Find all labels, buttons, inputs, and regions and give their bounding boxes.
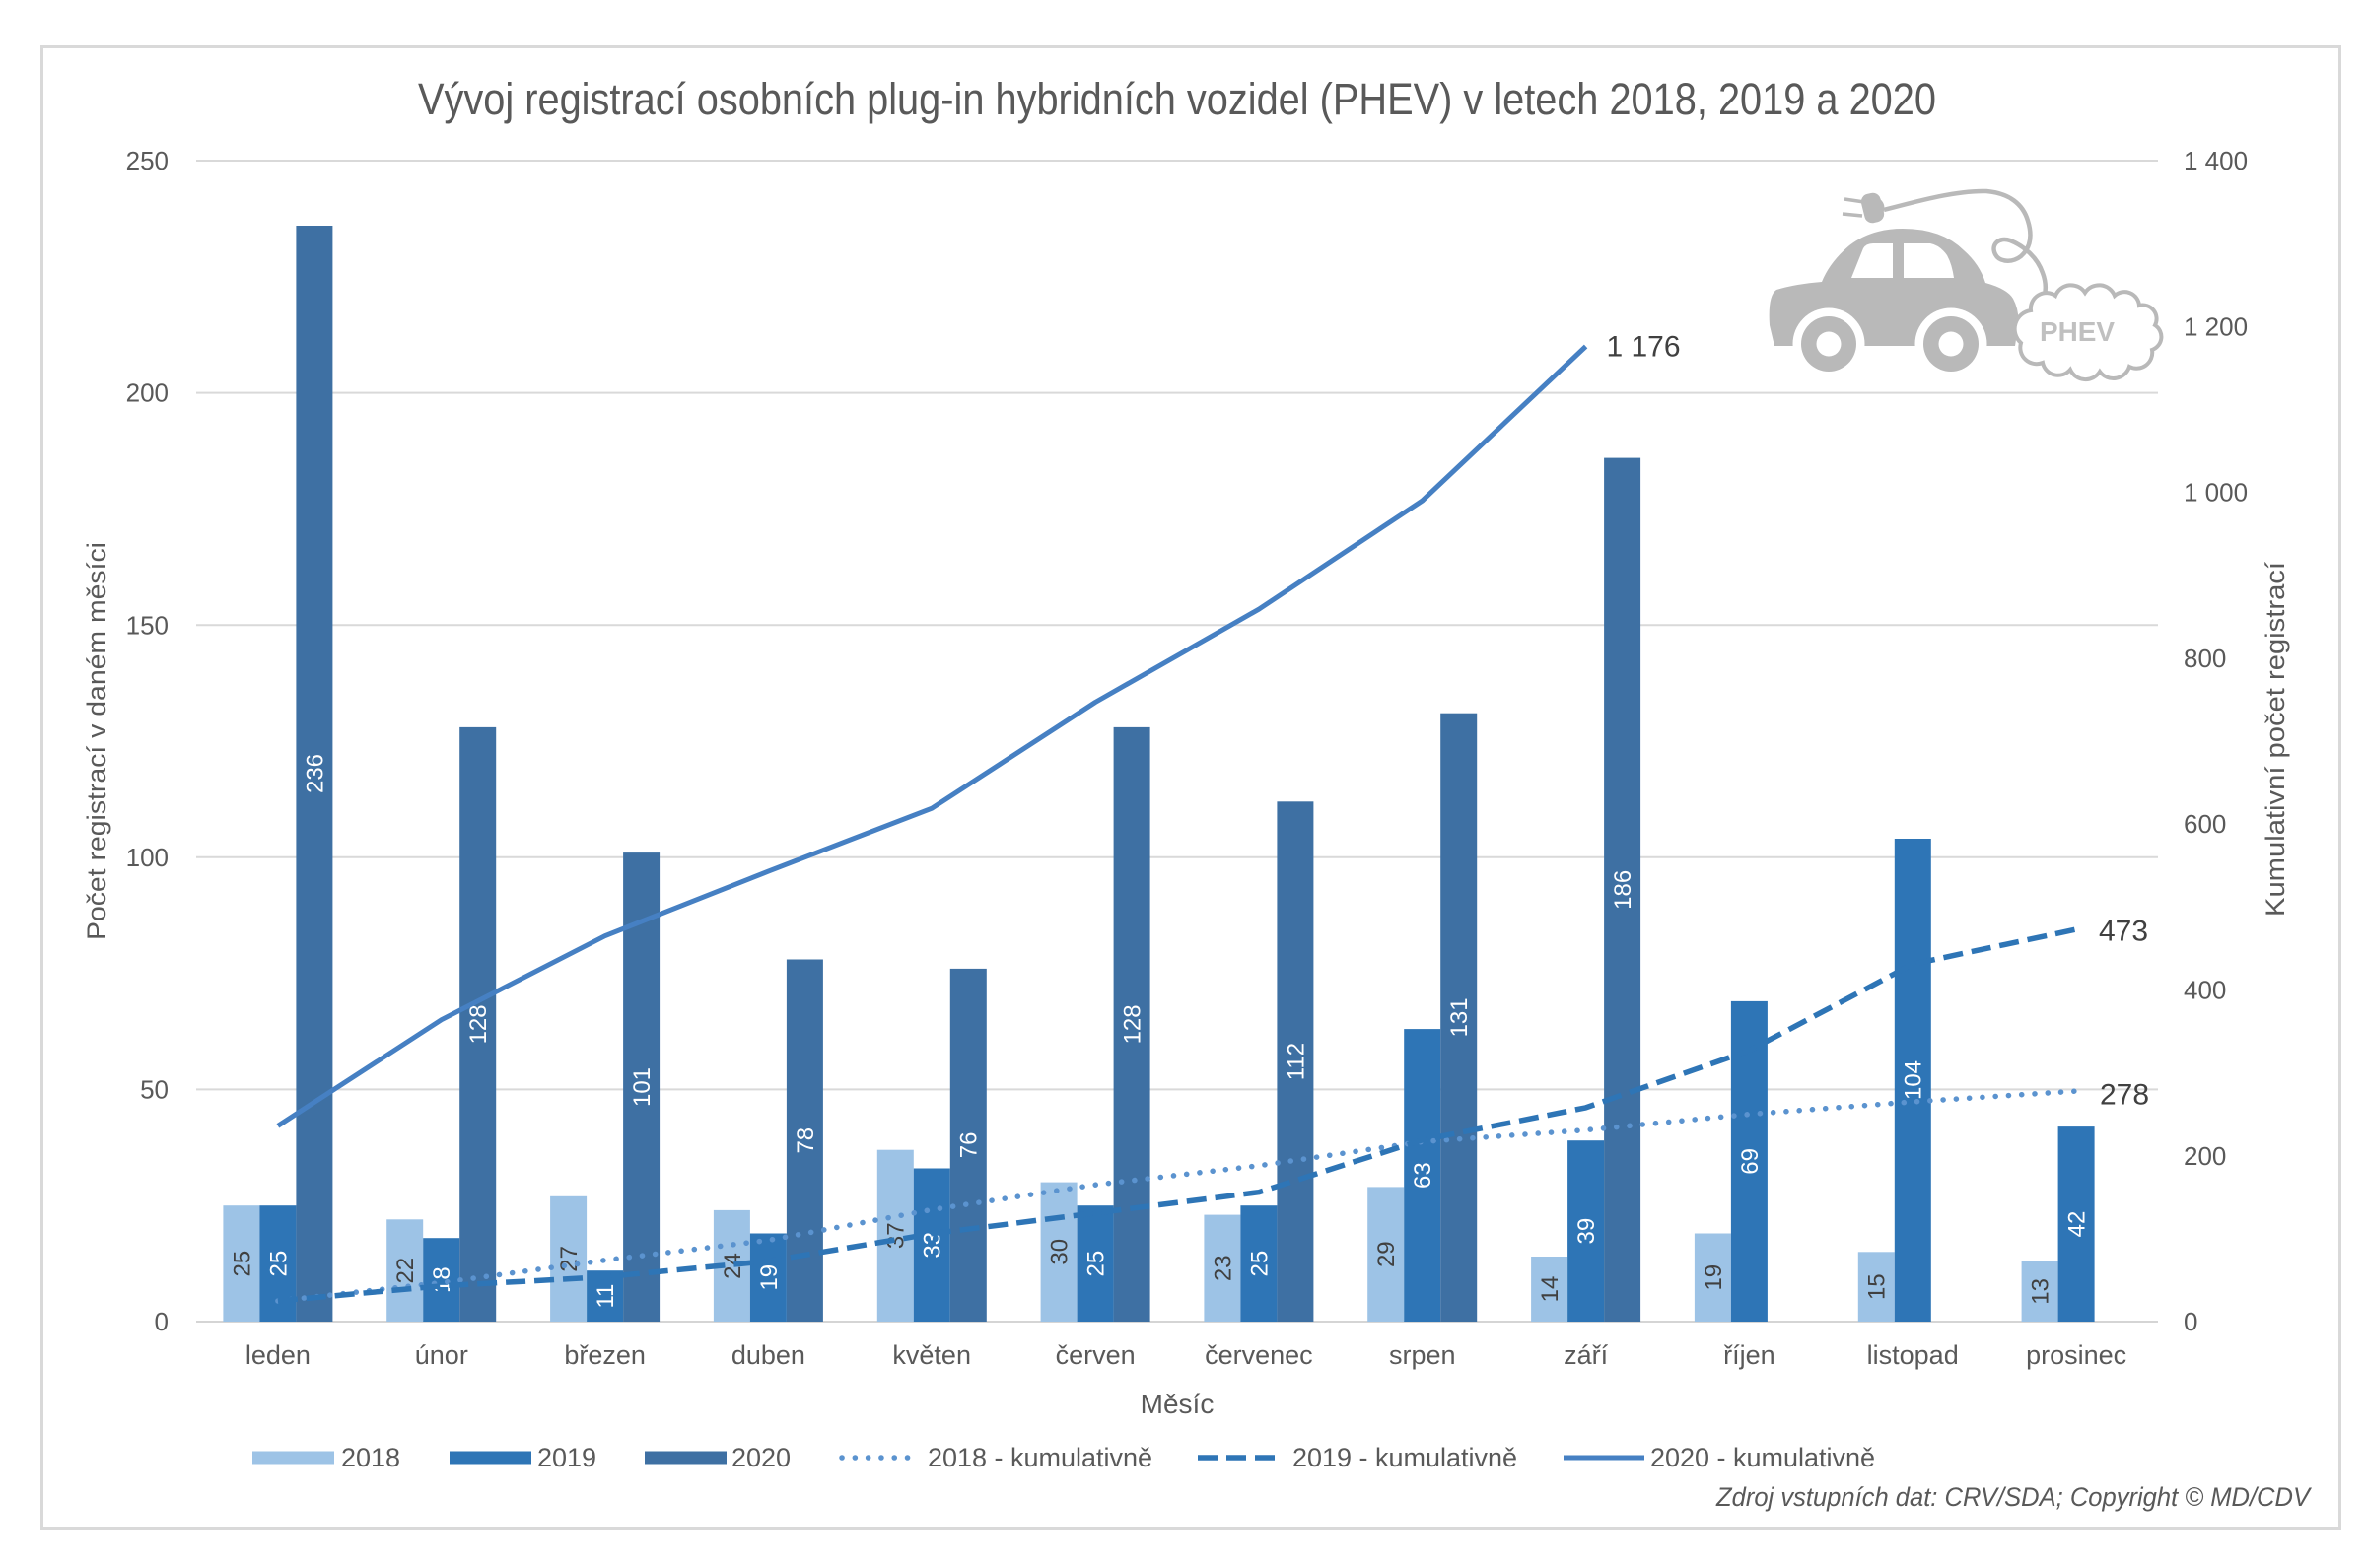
svg-text:128: 128	[465, 1004, 492, 1044]
svg-text:150: 150	[126, 610, 169, 640]
svg-text:listopad: listopad	[1867, 1340, 1959, 1370]
svg-text:23: 23	[1210, 1255, 1236, 1281]
svg-text:473: 473	[2099, 916, 2148, 948]
svg-text:leden: leden	[245, 1340, 311, 1370]
svg-text:říjen: říjen	[1723, 1340, 1775, 1370]
svg-text:400: 400	[2184, 976, 2226, 1005]
svg-text:Vývoj registrací osobních plug: Vývoj registrací osobních plug-in hybrid…	[418, 74, 1936, 124]
svg-text:0: 0	[155, 1307, 169, 1336]
svg-text:PHEV: PHEV	[2040, 316, 2115, 347]
svg-text:800: 800	[2184, 644, 2226, 673]
svg-text:600: 600	[2184, 809, 2226, 839]
svg-text:200: 200	[126, 378, 169, 408]
svg-text:březen: březen	[564, 1340, 646, 1370]
svg-text:22: 22	[392, 1258, 419, 1284]
svg-text:69: 69	[1737, 1148, 1764, 1175]
svg-text:červenec: červenec	[1205, 1340, 1313, 1370]
svg-text:186: 186	[1610, 870, 1636, 910]
svg-text:červen: červen	[1056, 1340, 1136, 1370]
svg-text:15: 15	[1864, 1273, 1891, 1300]
svg-text:39: 39	[1573, 1218, 1600, 1245]
svg-text:104: 104	[1901, 1060, 1927, 1100]
svg-text:1 400: 1 400	[2184, 146, 2248, 175]
svg-text:236: 236	[302, 754, 328, 793]
svg-text:2020 - kumulativně: 2020 - kumulativně	[1650, 1443, 1875, 1472]
svg-text:1 176: 1 176	[1606, 331, 1680, 364]
svg-text:100: 100	[126, 843, 169, 872]
svg-text:Měsíc: Měsíc	[1141, 1389, 1215, 1419]
svg-text:Kumulativní počet registrací: Kumulativní počet registrací	[2261, 561, 2290, 917]
svg-text:25: 25	[1083, 1251, 1110, 1277]
svg-text:1 000: 1 000	[2184, 478, 2248, 508]
svg-text:200: 200	[2184, 1141, 2226, 1171]
svg-text:25: 25	[229, 1251, 255, 1277]
svg-text:131: 131	[1446, 997, 1473, 1037]
svg-text:63: 63	[1410, 1162, 1436, 1189]
svg-text:278: 278	[2100, 1079, 2149, 1112]
svg-text:září: září	[1564, 1340, 1609, 1370]
svg-text:25: 25	[265, 1251, 292, 1277]
svg-text:19: 19	[1701, 1264, 1727, 1291]
svg-text:25: 25	[1246, 1251, 1273, 1277]
svg-text:250: 250	[126, 146, 169, 175]
svg-text:2019 - kumulativně: 2019 - kumulativně	[1292, 1443, 1517, 1472]
svg-text:únor: únor	[415, 1340, 468, 1370]
svg-text:30: 30	[1047, 1239, 1074, 1265]
svg-text:srpen: srpen	[1389, 1340, 1456, 1370]
svg-text:29: 29	[1373, 1241, 1400, 1267]
svg-text:14: 14	[1537, 1276, 1564, 1303]
svg-text:2019: 2019	[537, 1443, 596, 1472]
svg-text:42: 42	[2064, 1211, 2091, 1238]
svg-text:11: 11	[592, 1284, 619, 1309]
svg-text:78: 78	[793, 1127, 819, 1154]
svg-text:13: 13	[2028, 1278, 2054, 1305]
svg-text:76: 76	[956, 1132, 983, 1159]
svg-text:Počet registrací v daném měsíc: Počet registrací v daném měsíci	[82, 542, 111, 940]
svg-text:101: 101	[629, 1067, 656, 1107]
svg-text:50: 50	[140, 1075, 169, 1105]
svg-text:0: 0	[2184, 1307, 2197, 1336]
svg-text:2018 - kumulativně: 2018 - kumulativně	[928, 1443, 1152, 1472]
svg-text:duben: duben	[731, 1340, 805, 1370]
svg-text:prosinec: prosinec	[2026, 1340, 2126, 1370]
svg-text:1 200: 1 200	[2184, 311, 2248, 341]
svg-text:květen: květen	[892, 1340, 971, 1370]
svg-text:19: 19	[756, 1264, 783, 1291]
svg-text:2020: 2020	[731, 1443, 791, 1472]
svg-text:112: 112	[1283, 1043, 1309, 1080]
svg-text:128: 128	[1120, 1004, 1147, 1044]
svg-text:27: 27	[556, 1246, 583, 1272]
svg-text:2018: 2018	[341, 1443, 400, 1472]
svg-text:Zdroj vstupních dat: CRV/SDA;: Zdroj vstupních dat: CRV/SDA; Copyright …	[1715, 1482, 2313, 1512]
